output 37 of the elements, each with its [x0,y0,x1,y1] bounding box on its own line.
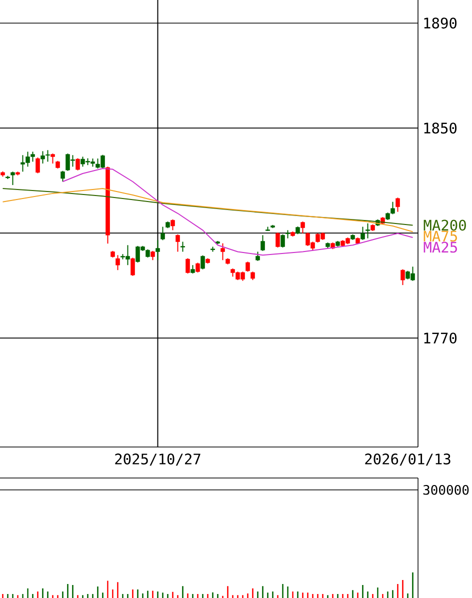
candlestick [260,234,265,252]
candlestick [196,262,200,273]
candlestick [246,261,250,272]
x-tick-label: 2026/01/13 [365,454,450,466]
candlestick [160,226,165,241]
candlestick [40,150,45,164]
candlestick [200,254,205,270]
y-tick-label: 1850 [424,122,457,134]
x-tick-label: 2025/10/27 [115,454,200,466]
y-tick-label: 1770 [424,332,457,344]
candlestick [50,153,55,164]
candlestick [220,242,225,261]
candlestick [130,257,135,276]
candlestick [36,156,40,174]
candlestick [156,240,160,261]
y-tick-label: 300000 [423,484,469,495]
candlestick [116,254,120,271]
line-series [62,168,414,256]
candlestick [256,251,260,262]
candlestick [280,234,285,248]
candlestick [360,226,365,240]
candlestick [46,150,50,162]
candlestick [60,170,65,182]
series-label: MA75 [424,230,457,242]
candlestick [186,258,190,274]
candlestick [300,221,305,234]
series-label: MA25 [424,242,457,253]
candlestick [10,171,15,186]
candlestick [276,232,280,248]
candlestick [170,218,175,231]
candlestick [176,234,180,252]
candlestick [150,250,155,261]
candlestick [76,158,80,171]
series-label: MA200 [424,220,466,231]
candlestick [396,197,400,212]
y-tick-label: 1890 [424,18,457,29]
candlestick [400,268,405,286]
